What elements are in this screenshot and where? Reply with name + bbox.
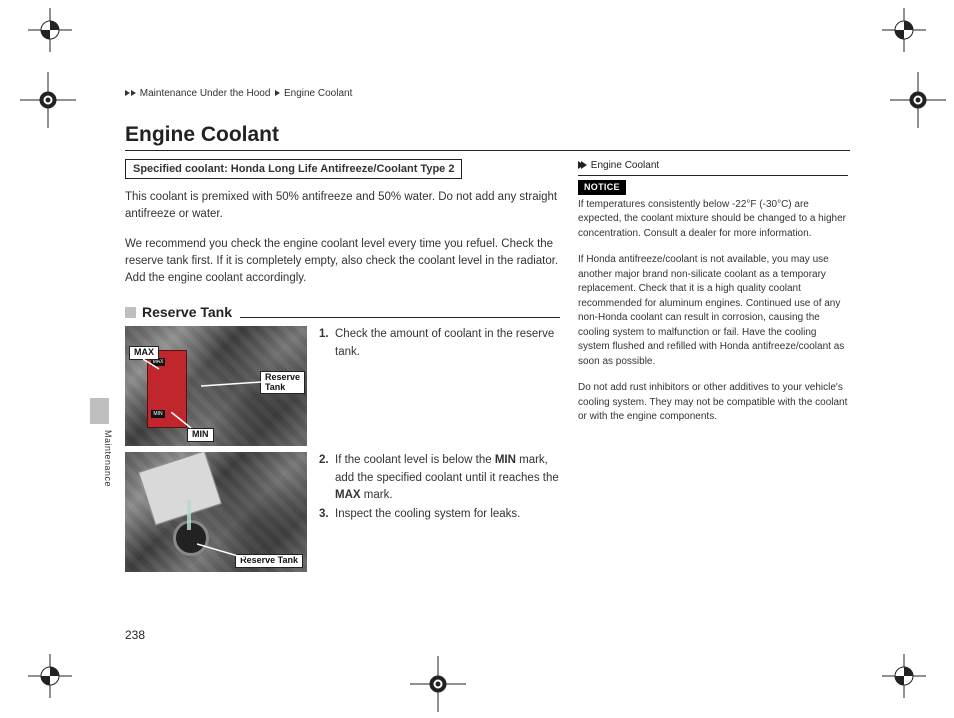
- side-paragraph: If Honda antifreeze/coolant is not avail…: [578, 253, 848, 369]
- side-paragraph: If temperatures consistently below -22°F…: [578, 198, 848, 242]
- subheading-row: Reserve Tank: [125, 304, 560, 320]
- figure-reserve-tank-levels: MAX MIN MAX Reserve Tank MIN: [125, 326, 307, 446]
- step-item: 2. If the coolant level is below the MIN…: [319, 452, 560, 504]
- page-number: 238: [125, 628, 145, 642]
- registration-mark-icon: [28, 654, 72, 698]
- step-text-part: If the coolant level is below the: [335, 454, 495, 466]
- step-list: 1.Check the amount of coolant in the res…: [319, 326, 560, 446]
- body-paragraph: We recommend you check the engine coolan…: [125, 236, 560, 286]
- breadcrumb-part: Maintenance Under the Hood: [140, 88, 271, 99]
- figure-label-reserve-tank: Reserve Tank: [260, 371, 305, 394]
- notice-badge: NOTICE: [578, 180, 626, 195]
- crosshair-mark-icon: [410, 656, 454, 700]
- callout-line-icon: [143, 359, 163, 373]
- step-item: 1.Check the amount of coolant in the res…: [319, 326, 560, 361]
- step-text-part: mark.: [361, 489, 393, 501]
- side-heading-text: Engine Coolant: [591, 160, 659, 171]
- coolant-stream: [187, 500, 191, 530]
- breadcrumb-arrow-icon: [131, 90, 136, 96]
- registration-mark-icon: [882, 8, 926, 52]
- crosshair-mark-icon: [20, 72, 64, 116]
- side-column: Engine Coolant NOTICE If temperatures co…: [578, 159, 848, 578]
- step-list: 2. If the coolant level is below the MIN…: [319, 452, 560, 572]
- breadcrumb-arrow-icon: [275, 90, 280, 96]
- main-column: Specified coolant: Honda Long Life Antif…: [125, 159, 560, 578]
- section-tab: [90, 398, 109, 424]
- figure-label-max: MAX: [129, 346, 159, 360]
- body-paragraph: This coolant is premixed with 50% antifr…: [125, 189, 560, 222]
- subheading-square-icon: [125, 307, 136, 318]
- breadcrumb: Maintenance Under the Hood Engine Coolan…: [125, 88, 850, 99]
- registration-mark-icon: [28, 8, 72, 52]
- side-paragraph: Do not add rust inhibitors or other addi…: [578, 381, 848, 425]
- step-item: 3.Inspect the cooling system for leaks.: [319, 506, 560, 523]
- figure-label-reserve-tank: Reserve Tank: [235, 554, 303, 568]
- side-arrow-icon: [581, 161, 587, 169]
- tank-min-marker: MIN: [151, 410, 165, 418]
- step-text-bold: MIN: [495, 454, 516, 466]
- registration-mark-icon: [882, 654, 926, 698]
- manual-page: Maintenance Maintenance Under the Hood E…: [0, 0, 954, 718]
- callout-line-icon: [197, 542, 245, 562]
- section-tab-label: Maintenance: [103, 430, 113, 487]
- page-content: Maintenance Under the Hood Engine Coolan…: [125, 88, 850, 578]
- page-title: Engine Coolant: [125, 123, 850, 147]
- side-heading: Engine Coolant: [578, 159, 848, 176]
- step-text-bold: MAX: [335, 489, 361, 501]
- callout-line-icon: [171, 412, 193, 430]
- step-text: Inspect the cooling system for leaks.: [335, 508, 520, 520]
- subheading: Reserve Tank: [142, 304, 232, 320]
- spec-box: Specified coolant: Honda Long Life Antif…: [125, 159, 462, 179]
- step-text: Check the amount of coolant in the reser…: [335, 328, 554, 357]
- breadcrumb-part: Engine Coolant: [284, 88, 352, 99]
- callout-line-icon: [201, 378, 261, 390]
- title-rule: [125, 150, 850, 151]
- coolant-bottle-shape: [138, 452, 222, 525]
- breadcrumb-arrow-icon: [125, 90, 130, 96]
- crosshair-mark-icon: [890, 72, 934, 116]
- figure-label-min: MIN: [187, 428, 214, 442]
- subheading-rule: [240, 317, 560, 318]
- figure-adding-coolant: Reserve Tank: [125, 452, 307, 572]
